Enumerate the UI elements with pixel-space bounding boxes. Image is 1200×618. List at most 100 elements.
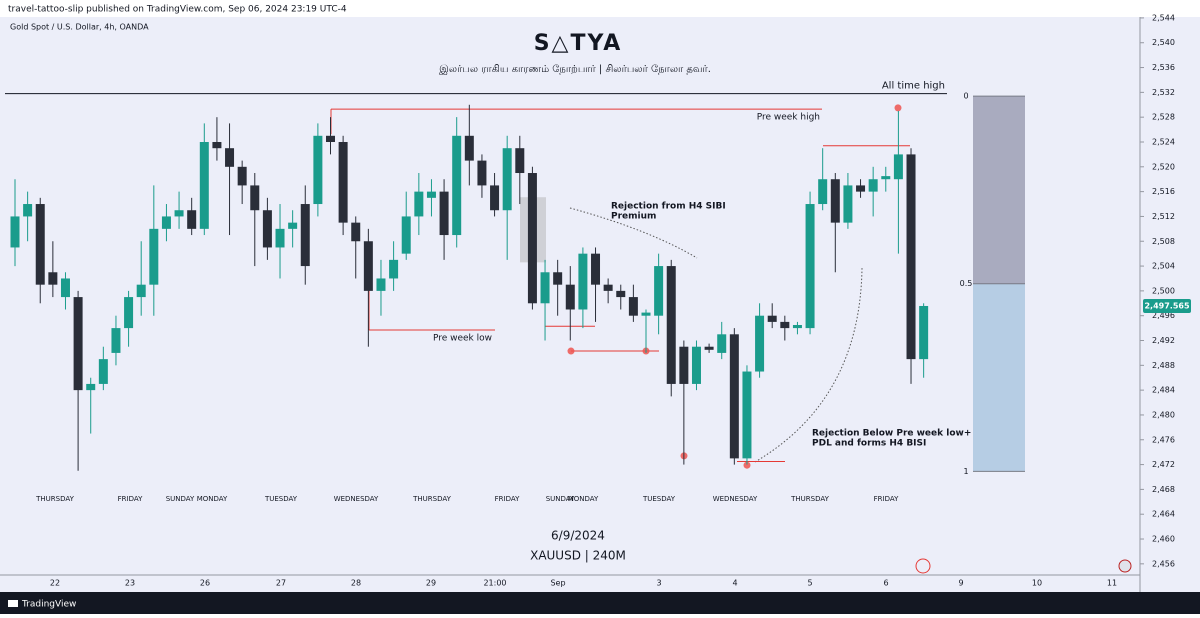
candle-body [578,253,588,310]
candle-body [389,259,399,279]
candle-body [868,179,878,192]
brand-logo [8,600,18,607]
x-tick-label: 9 [958,579,963,588]
alert-icon[interactable] [915,558,931,574]
x-tick-label: 5 [807,579,812,588]
candle-body [199,141,209,229]
day-label: WEDNESDAY [713,495,758,503]
candle-body [439,191,449,236]
candle-body [767,315,777,322]
y-tick-label: 2,468 [1152,485,1175,494]
y-tick-label: 2,460 [1152,535,1175,544]
candle-body [641,312,651,316]
candle-body [250,185,260,211]
publisher: travel-tattoo-slip published on TradingV… [8,5,347,15]
x-tick-label: 22 [50,579,60,588]
candle-body [60,278,70,298]
y-tick-label: 2,516 [1152,187,1175,196]
day-label: MONDAY [568,495,599,503]
y-tick-label: 2,544 [1152,13,1175,22]
x-tick-label: 27 [276,579,286,588]
y-tick-label: 2,488 [1152,361,1175,370]
candle-body [288,222,298,229]
candle-body [490,185,500,211]
y-tick-label: 2,500 [1152,286,1175,295]
candle-body [174,210,184,217]
candle-body [540,272,550,304]
x-tick-label: Sep [550,579,565,588]
day-label: SUNDAY [166,495,195,503]
day-label: FRIDAY [495,495,520,503]
candle-body [426,191,436,198]
candle-body [729,334,739,459]
candle-body [805,204,815,329]
annotation: Rejection Below Pre week low+ [812,429,971,439]
day-label: WEDNESDAY [334,495,379,503]
day-label: SUNDAY [546,495,575,503]
flag-icon[interactable] [1118,559,1132,573]
y-tick-label: 2,464 [1152,510,1175,519]
candle-body [262,210,272,248]
day-label: TUESDAY [642,495,676,503]
candle-body [23,204,33,217]
candle-body [818,179,828,205]
y-tick-label: 2,484 [1152,386,1175,395]
candle-body [124,297,134,329]
y-tick-label: 2,540 [1152,38,1175,47]
rejection-arc [754,267,863,463]
chart-subtitle: இலர்பல ராகிய காரணம் நோற்பார் | சிலர்பலர்… [439,64,711,75]
y-tick-label: 2,476 [1152,435,1175,444]
candle-body [717,334,727,353]
x-tick-label: 3 [656,579,661,588]
candle-body [893,154,903,180]
x-tick-label: 29 [426,579,436,588]
red-dot [743,461,751,469]
candle-body [464,135,474,161]
candle-body [136,284,146,298]
candle-body [919,305,929,360]
fib-label: 0 [963,92,968,101]
candle-body [275,228,285,248]
candle-body [830,179,840,223]
candle-body [300,204,310,267]
candle-body [161,216,171,229]
footer-bar [0,592,1200,614]
candle-body [654,266,664,316]
date-label: 6/9/2024 [551,529,605,543]
y-tick-label: 2,456 [1152,559,1175,568]
candle-body [515,148,525,174]
y-tick-label: 2,508 [1152,237,1175,246]
rejection-arc [569,207,698,259]
day-label: THURSDAY [412,495,451,503]
y-tick-label: 2,496 [1152,311,1175,320]
candle-body [338,141,348,223]
red-dot [894,104,902,112]
candle-body [553,272,563,285]
y-tick-label: 2,492 [1152,336,1175,345]
brand: TradingView [21,600,76,610]
candle-body [843,185,853,223]
x-tick-label: 10 [1032,579,1042,588]
candle-body [780,321,790,329]
candle-body [187,210,197,229]
candle-body [363,241,373,291]
level-label: All time high [882,81,945,92]
last-price-label: 2,497.565 [1144,301,1189,310]
candle-body [628,297,638,316]
candle-body [691,346,701,384]
candle-body [881,176,891,180]
x-tick-label: 23 [125,579,135,588]
y-tick-label: 2,512 [1152,212,1175,221]
candle-body [591,253,601,285]
candle-body [111,328,121,353]
day-label: FRIDAY [874,495,899,503]
candle-body [225,148,235,167]
red-dot [567,347,575,355]
annotation: Rejection from H4 SIBI [611,202,726,212]
candle-body [452,135,462,236]
candle-body [704,346,714,350]
candle-body [212,141,222,149]
y-tick-label: 2,504 [1152,262,1175,271]
x-tick-label: 4 [732,579,737,588]
